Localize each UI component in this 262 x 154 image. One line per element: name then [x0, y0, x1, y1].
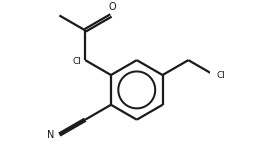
Text: Cl: Cl — [73, 57, 82, 66]
Text: N: N — [47, 130, 54, 140]
Text: O: O — [109, 2, 116, 12]
Text: Cl: Cl — [216, 71, 225, 81]
